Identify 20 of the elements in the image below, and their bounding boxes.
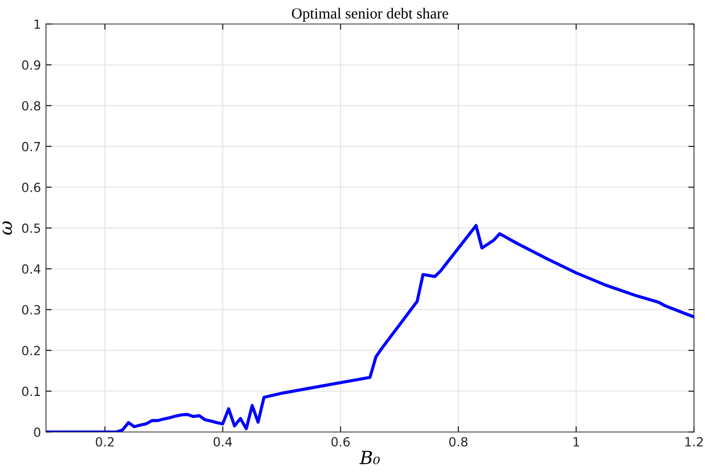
y-tick-label: 0.8 xyxy=(22,101,40,111)
x-axis-title: B₀ xyxy=(359,450,380,464)
y-tick-label: 0.9 xyxy=(22,60,40,70)
y-tick-label: 0.6 xyxy=(22,182,40,192)
x-tick-label: 1.2 xyxy=(685,437,703,446)
y-tick-label: 0.1 xyxy=(22,386,40,396)
y-tick-label: 0.2 xyxy=(22,346,40,356)
x-tick-label: 0.8 xyxy=(449,437,468,447)
y-tick-label: 1 xyxy=(34,20,40,29)
y-tick-label: 0 xyxy=(34,427,40,437)
x-tick-label: 0.6 xyxy=(331,437,350,447)
y-tick-label: 0.5 xyxy=(22,223,40,233)
y-tick-label: 0.3 xyxy=(22,305,40,315)
y-tick-label: 0.7 xyxy=(22,142,40,152)
y-tick-label: 0.4 xyxy=(22,264,40,274)
chart-title: Optimal senior debt share xyxy=(292,8,448,22)
y-axis-title: ω xyxy=(2,221,12,235)
x-tick-label: 0.2 xyxy=(96,437,114,447)
x-tick-label: 0.4 xyxy=(214,437,232,447)
x-tick-label: 1 xyxy=(574,437,580,446)
